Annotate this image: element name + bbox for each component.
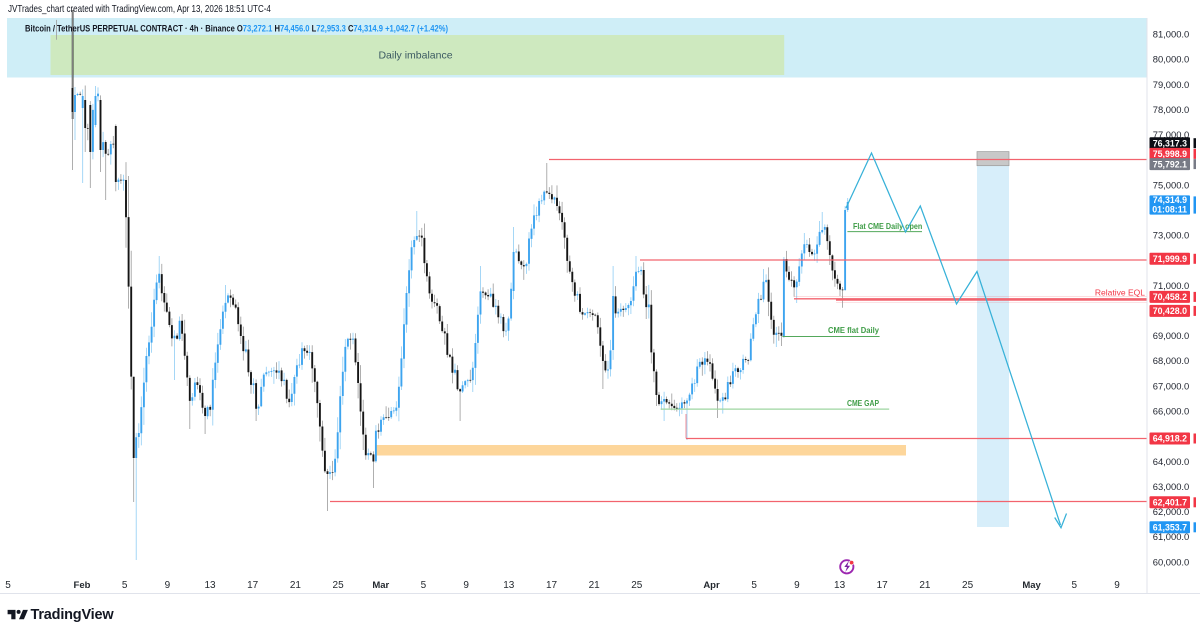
svg-text:5: 5 [5,580,11,591]
svg-text:70,458.2: 70,458.2 [1153,292,1187,302]
svg-text:21: 21 [919,580,931,591]
svg-text:17: 17 [546,580,558,591]
svg-text:60,000.0: 60,000.0 [1153,556,1190,567]
svg-text:21: 21 [290,580,302,591]
svg-text:21: 21 [589,580,601,591]
svg-text:67,000.0: 67,000.0 [1153,380,1190,391]
svg-text:9: 9 [165,580,171,591]
svg-text:68,000.0: 68,000.0 [1153,355,1190,366]
svg-text:25: 25 [962,580,974,591]
svg-text:77,000.0: 77,000.0 [1153,129,1190,140]
svg-text:Mar: Mar [372,580,389,591]
svg-text:5: 5 [122,580,128,591]
svg-text:64,918.2: 64,918.2 [1153,434,1187,444]
svg-text:61,353.7: 61,353.7 [1153,523,1187,533]
svg-text:79,000.0: 79,000.0 [1153,79,1190,90]
svg-text:Feb: Feb [74,580,91,591]
svg-text:73,000.0: 73,000.0 [1153,230,1190,241]
svg-text:25: 25 [631,580,643,591]
svg-text:JVTrades_chart created with Tr: JVTrades_chart created with TradingView.… [8,3,271,14]
svg-text:71,000.0: 71,000.0 [1153,280,1190,291]
svg-text:13: 13 [204,580,216,591]
svg-text:May: May [1022,580,1041,591]
svg-text:9: 9 [463,580,469,591]
svg-text:74,314.9: 74,314.9 [1153,195,1187,205]
svg-text:69,000.0: 69,000.0 [1153,330,1190,341]
svg-text:01:08:11: 01:08:11 [1152,204,1187,214]
svg-text:CME GAP: CME GAP [847,398,879,408]
svg-text:17: 17 [247,580,259,591]
svg-text:Relative EQL: Relative EQL [1095,288,1145,298]
svg-text:17: 17 [877,580,889,591]
svg-text:9: 9 [794,580,800,591]
svg-text:78,000.0: 78,000.0 [1153,104,1190,115]
svg-text:Flat CME Daily open: Flat CME Daily open [853,221,923,231]
svg-text:TradingView: TradingView [31,607,115,623]
svg-text:62,401.7: 62,401.7 [1153,498,1187,508]
svg-text:81,000.0: 81,000.0 [1153,29,1190,40]
svg-text:5: 5 [1072,580,1078,591]
svg-text:CME flat Daily: CME flat Daily [828,326,879,335]
svg-text:Apr: Apr [703,580,720,591]
svg-text:61,000.0: 61,000.0 [1153,531,1190,542]
svg-text:13: 13 [503,580,515,591]
svg-text:71,999.9: 71,999.9 [1153,254,1187,264]
svg-text:9: 9 [1114,580,1120,591]
svg-text:63,000.0: 63,000.0 [1153,481,1190,492]
svg-text:13: 13 [834,580,846,591]
svg-text:75,000.0: 75,000.0 [1153,179,1190,190]
svg-text:76,317.3: 76,317.3 [1153,138,1187,148]
svg-text:70,428.0: 70,428.0 [1153,306,1187,316]
svg-text:25: 25 [333,580,345,591]
svg-text:Bitcoin / TetherUS PERPETUAL C: Bitcoin / TetherUS PERPETUAL CONTRACT · … [25,23,448,34]
svg-text:5: 5 [751,580,757,591]
svg-text:62,000.0: 62,000.0 [1153,506,1190,517]
svg-text:64,000.0: 64,000.0 [1153,456,1190,467]
svg-text:66,000.0: 66,000.0 [1153,406,1190,417]
svg-text:5: 5 [421,580,427,591]
svg-text:75,792.1: 75,792.1 [1153,159,1187,169]
svg-text:Daily imbalance: Daily imbalance [378,50,452,62]
svg-text:75,998.9: 75,998.9 [1153,149,1187,159]
svg-text:80,000.0: 80,000.0 [1153,54,1190,65]
